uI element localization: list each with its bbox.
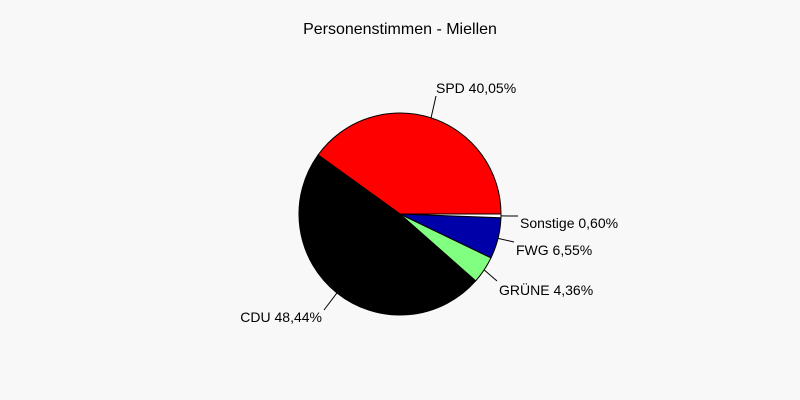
pie-slice-spd: [317, 112, 502, 215]
leader-line-cdu: [323, 292, 338, 311]
pie-slices: [298, 112, 502, 316]
slice-label-fwg: FWG 6,55%: [516, 242, 592, 258]
pie-leader-lines: [323, 95, 519, 311]
slice-label-cdu: CDU 48,44%: [240, 309, 322, 325]
slice-label-sonstige: Sonstige 0,60%: [520, 215, 618, 231]
slice-label-gr-ne: GRÜNE 4,36%: [499, 281, 593, 298]
leader-line-spd: [430, 95, 437, 119]
pie-labels: SPD 40,05% CDU 48,44% GRÜNE 4,36% FWG 6,55%…: [240, 80, 618, 325]
leader-line-gr-ne: [483, 269, 498, 282]
leader-line-fwg: [497, 237, 515, 243]
pie-slice-cdu: [298, 154, 477, 316]
chart-title: Personenstimmen - Miellen: [303, 21, 497, 38]
slice-label-spd: SPD 40,05%: [436, 80, 516, 96]
